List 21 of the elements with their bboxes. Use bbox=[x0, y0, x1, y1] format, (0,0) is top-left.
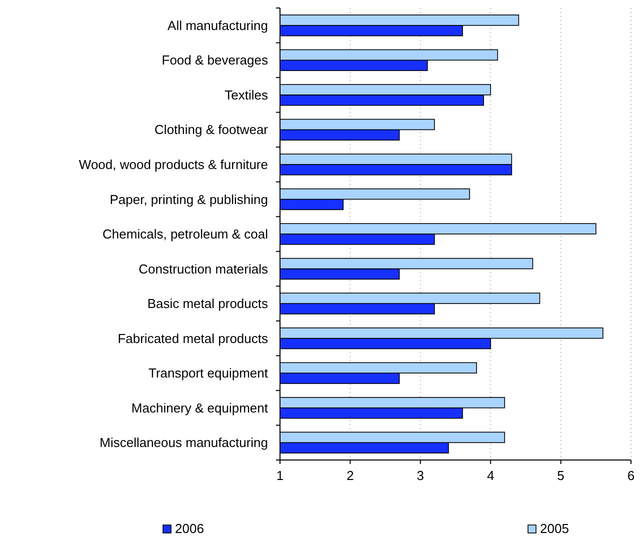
y-tick-label: Basic metal products bbox=[147, 296, 268, 312]
y-tick-label: Chemicals, petroleum & coal bbox=[102, 226, 268, 242]
y-tick-label: All manufacturing bbox=[168, 18, 268, 33]
y-tick-label: Miscellaneous manufacturing bbox=[100, 435, 268, 450]
y-tick-label: Construction materials bbox=[138, 261, 268, 276]
y-tick-label: Textiles bbox=[224, 87, 268, 102]
y-tick-label: Transport equipment bbox=[148, 366, 268, 381]
y-tick-label: Clothing & footwear bbox=[154, 122, 269, 138]
y-tick-label: Food & beverages bbox=[162, 52, 268, 68]
legend-label: 2005 bbox=[540, 521, 569, 536]
legend-label: 2006 bbox=[175, 521, 204, 536]
y-tick-label: Paper, printing & publishing bbox=[110, 192, 268, 207]
x-tick-label: 6 bbox=[627, 468, 635, 483]
y-tick-label: Machinery & equipment bbox=[131, 400, 268, 416]
y-tick-label: Wood, wood products & furniture bbox=[78, 157, 268, 172]
x-tick-label: 3 bbox=[416, 468, 424, 483]
x-tick-label: 1 bbox=[276, 468, 284, 483]
y-tick-label: Fabricated metal products bbox=[118, 330, 268, 346]
x-tick-label: 5 bbox=[557, 468, 564, 483]
x-tick-label: 4 bbox=[486, 468, 494, 483]
x-tick-label: 2 bbox=[346, 468, 354, 483]
